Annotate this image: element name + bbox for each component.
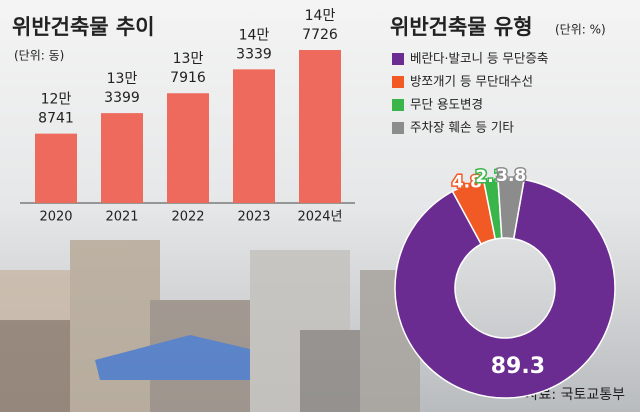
- legend-swatch: [392, 122, 404, 134]
- bar-unit: (단위: 동): [14, 49, 64, 63]
- bar: [101, 113, 143, 203]
- value-label: 3339: [236, 46, 272, 62]
- value-label: 14만: [239, 27, 270, 43]
- value-label: 3.8: [496, 166, 526, 186]
- bar: [299, 50, 341, 204]
- value-label: 3399: [104, 90, 140, 106]
- donut-slice: [394, 178, 616, 399]
- value-label: 4.8: [452, 173, 482, 193]
- x-tick-label: 2021: [105, 210, 138, 225]
- value-label: 13만: [173, 51, 204, 67]
- legend-swatch: [392, 53, 404, 65]
- bar-title: 위반건축물 추이: [12, 15, 155, 39]
- value-label: 14만: [305, 8, 336, 24]
- donut-slice: [497, 177, 525, 240]
- x-tick-label: 2024년: [297, 210, 342, 225]
- pie-unit: (단위: %): [555, 23, 606, 37]
- legend-label: 무단 용도변경: [410, 97, 483, 112]
- legend-swatch: [392, 76, 404, 88]
- legend-swatch: [392, 99, 404, 111]
- legend-label: 방쪼개기 등 무단대수선: [410, 74, 533, 89]
- bar: [233, 69, 275, 203]
- pie-title: 위반건축물 유형: [390, 15, 533, 39]
- legend-label: 베란다·발코니 등 무단증축: [410, 51, 548, 66]
- bar: [167, 93, 209, 203]
- value-label: 12만: [41, 92, 72, 108]
- x-tick-label: 2023: [237, 210, 270, 225]
- value-label: 89.3: [491, 354, 545, 379]
- value-label: 13만: [107, 71, 138, 87]
- x-tick-label: 2020: [39, 210, 72, 225]
- buildings: [0, 240, 420, 412]
- source: 자료: 국토교통부: [526, 387, 625, 403]
- value-label: 8741: [38, 111, 74, 127]
- bar: [35, 133, 77, 203]
- legend-label: 주차장 훼손 등 기타: [410, 120, 514, 135]
- value-label: 7916: [170, 70, 206, 86]
- x-tick-label: 2022: [171, 210, 204, 225]
- value-label: 7726: [302, 27, 338, 43]
